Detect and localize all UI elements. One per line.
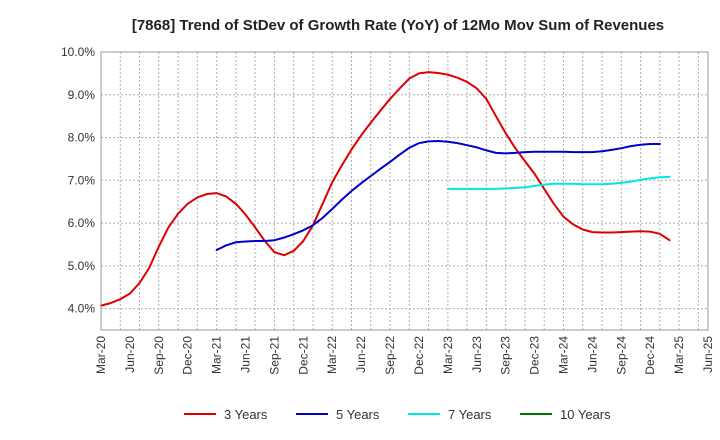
y-tick-label: 10.0% — [61, 45, 95, 59]
legend-label-10-years: 10 Years — [560, 407, 611, 422]
plot-border — [100, 51, 709, 331]
x-tick-label: Jun-24 — [585, 336, 599, 373]
series-line-3-years — [100, 71, 671, 307]
y-tick-label: 8.0% — [68, 131, 96, 145]
x-tick-label: Mar-23 — [441, 336, 455, 374]
y-tick-label: 9.0% — [68, 88, 96, 102]
series-layer — [100, 71, 671, 307]
x-tick-label: Dec-22 — [412, 336, 426, 375]
x-tick-label: Mar-22 — [325, 336, 339, 374]
legend-label-3-years: 3 Years — [224, 407, 268, 422]
y-tick-label: 5.0% — [68, 259, 96, 273]
x-tick-label: Mar-21 — [210, 336, 224, 374]
x-tick-label: Mar-20 — [94, 336, 108, 374]
x-tick-label: Jun-21 — [239, 336, 253, 373]
x-tick-label: Jun-23 — [470, 336, 484, 373]
y-tick-label: 4.0% — [68, 302, 96, 316]
x-tick-label: Sep-20 — [152, 336, 166, 375]
chart-title: [7868] Trend of StDev of Growth Rate (Yo… — [132, 17, 664, 34]
x-tick-label: Mar-24 — [556, 336, 570, 374]
y-axis: 4.0% 5.0% 6.0% 7.0% 8.0% 9.0% 10.0% — [61, 45, 95, 316]
x-tick-label: Dec-24 — [643, 336, 657, 375]
plot-area — [101, 52, 708, 330]
x-tick-label: Sep-23 — [499, 336, 513, 375]
legend-label-7-years: 7 Years — [448, 407, 492, 422]
x-tick-label: Jun-25 — [701, 336, 715, 373]
x-axis: Mar-20 Jun-20 Sep-20 Dec-20 Mar-21 Jun-21 Sep-… — [94, 336, 715, 375]
series-line-5-years — [215, 140, 661, 251]
x-tick-label: Jun-20 — [123, 336, 137, 373]
x-tick-label: Mar-25 — [672, 336, 686, 374]
legend-label-5-years: 5 Years — [336, 407, 380, 422]
legend: 3 Years 5 Years 7 Years 10 Years — [184, 407, 611, 422]
x-tick-label: Dec-21 — [296, 336, 310, 375]
y-tick-label: 6.0% — [68, 216, 96, 230]
x-tick-label: Sep-21 — [267, 336, 281, 375]
x-tick-label: Sep-22 — [383, 336, 397, 375]
y-tick-label: 7.0% — [68, 173, 96, 187]
x-tick-label: Dec-20 — [181, 336, 195, 375]
series-line-7-years — [446, 175, 671, 190]
x-tick-label: Dec-23 — [528, 336, 542, 375]
x-tick-label: Jun-22 — [354, 336, 368, 373]
x-tick-label: Sep-24 — [614, 336, 628, 375]
